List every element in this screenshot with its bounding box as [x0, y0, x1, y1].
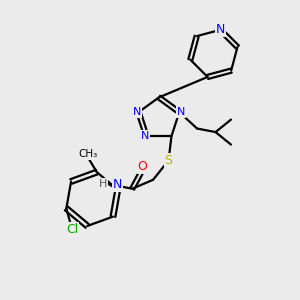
Text: N: N	[177, 107, 185, 117]
Text: Cl: Cl	[66, 223, 78, 236]
Text: O: O	[138, 160, 148, 173]
Text: N: N	[141, 131, 149, 141]
Text: N: N	[112, 178, 122, 191]
Text: H: H	[99, 179, 108, 189]
Text: CH₃: CH₃	[78, 149, 98, 159]
Text: N: N	[133, 107, 141, 117]
Text: S: S	[164, 154, 172, 167]
Text: N: N	[215, 23, 225, 36]
